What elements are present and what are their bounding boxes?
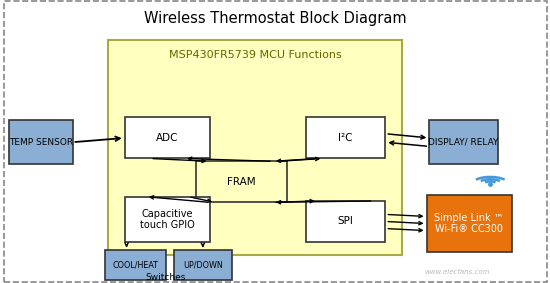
Text: Simple Link ™
Wi-Fi® CC300: Simple Link ™ Wi-Fi® CC300 xyxy=(434,213,504,234)
Text: I²C: I²C xyxy=(338,133,353,143)
Bar xyxy=(426,195,512,252)
Text: ADC: ADC xyxy=(156,133,178,143)
Bar xyxy=(125,197,210,242)
Text: MSP430FR5739 MCU Functions: MSP430FR5739 MCU Functions xyxy=(169,50,342,60)
Bar xyxy=(108,40,402,255)
Bar xyxy=(106,250,166,280)
Bar xyxy=(306,117,386,158)
Text: DISPLAY/ RELAY: DISPLAY/ RELAY xyxy=(428,138,499,147)
Text: Wireless Thermostat Block Diagram: Wireless Thermostat Block Diagram xyxy=(144,11,407,26)
Bar xyxy=(125,117,210,158)
Text: Switches: Switches xyxy=(146,273,186,282)
Text: UP/DOWN: UP/DOWN xyxy=(183,261,223,270)
Bar xyxy=(196,161,287,202)
Bar xyxy=(429,120,498,164)
Text: SPI: SPI xyxy=(338,216,354,226)
Bar xyxy=(306,201,386,242)
Text: Capacitive
touch GPIO: Capacitive touch GPIO xyxy=(140,209,195,230)
Text: www.elecfans.com: www.elecfans.com xyxy=(424,269,490,275)
Text: FRAM: FRAM xyxy=(227,177,256,187)
Text: TEMP SENSOR: TEMP SENSOR xyxy=(9,138,73,147)
Text: COOL/HEAT: COOL/HEAT xyxy=(113,261,158,270)
Bar xyxy=(174,250,232,280)
Bar xyxy=(9,120,73,164)
